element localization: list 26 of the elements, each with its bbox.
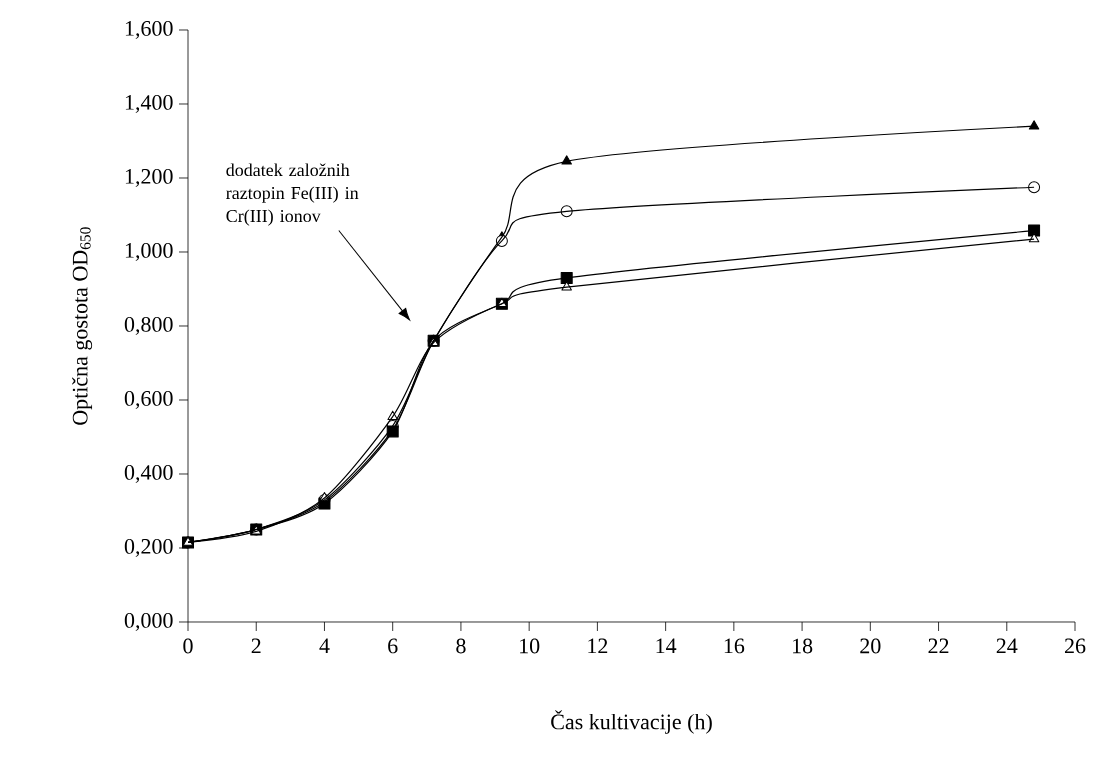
x-tick-label: 10 [520, 638, 540, 654]
x-tick-label: 6 [388, 638, 398, 654]
y-tick-label: 1,200 [125, 168, 173, 187]
x-tick-label: 22 [928, 638, 949, 654]
x-tick-label: 0 [183, 638, 193, 654]
y-axis-title: Optična gostota OD$_{650}$ [72, 227, 93, 425]
x-tick-label: 24 [996, 638, 1018, 654]
y-tick-label: 1,000 [125, 242, 173, 261]
y-tick-label: 0,200 [124, 538, 173, 558]
annotation: dodatek založnih raztopin Fe(III) in Cr(III) ionov [226, 163, 359, 226]
y-tick-label: 1,400 [125, 94, 173, 113]
x-tick-label: 20 [860, 638, 881, 654]
x-tick-label: 16 [724, 638, 745, 654]
x-tick-label: 12 [588, 638, 608, 654]
y-tick-label: 0,000 [124, 612, 173, 632]
y-tick-label: 1,600 [125, 20, 173, 39]
y-tick-label: 0,400 [124, 464, 173, 484]
x-tick-label: 2 [251, 638, 261, 654]
y-tick-label: 0,600 [124, 390, 173, 410]
x-axis-title: Čas kultivacije (h) [551, 710, 712, 734]
x-tick-label: 14 [656, 638, 677, 654]
x-tick-label: 4 [319, 638, 330, 654]
y-tick-label: 0,800 [124, 316, 173, 336]
x-tick-label: 26 [1064, 638, 1086, 654]
x-tick-label: 8 [456, 638, 466, 654]
x-tick-label: 18 [793, 638, 813, 654]
